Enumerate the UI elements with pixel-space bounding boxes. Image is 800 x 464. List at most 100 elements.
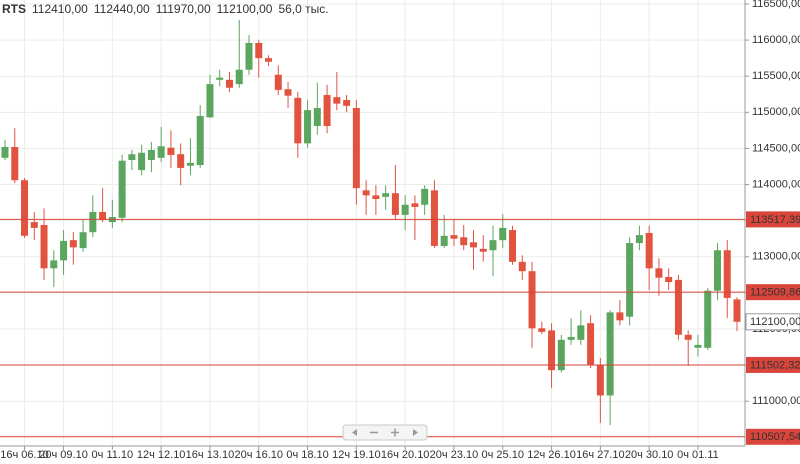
- candle-body: [460, 237, 468, 246]
- candle-body: [421, 188, 429, 205]
- level-label: 113517,39: [750, 214, 800, 226]
- ohlc-value: 112440,00: [94, 2, 150, 16]
- candle-body: [645, 232, 653, 269]
- candle-body: [723, 250, 731, 298]
- scroll-left[interactable]: [352, 429, 357, 436]
- last-price-box: [745, 313, 800, 331]
- candle-body: [382, 193, 390, 197]
- candle-body: [450, 235, 458, 239]
- candle-body: [626, 243, 634, 317]
- candle-body: [11, 146, 19, 181]
- scroll-right[interactable]: [413, 429, 418, 436]
- x-tick-label: 0ч 01.11: [677, 449, 719, 461]
- x-tick-label: 16ч 06.10: [0, 449, 49, 461]
- level-label: 112509,86: [750, 287, 800, 299]
- candle-body: [684, 334, 692, 340]
- x-tick-label: 0ч 11.10: [92, 449, 134, 461]
- candle-body: [284, 89, 292, 96]
- candle-body: [235, 69, 243, 85]
- y-tick-label: 111000,00: [752, 395, 800, 407]
- level-label: 110507,54: [750, 431, 800, 443]
- x-tick-label: 20ч 23.10: [430, 449, 479, 461]
- candle-body: [147, 149, 155, 160]
- candle-body: [616, 312, 624, 321]
- y-tick-label: 115000,00: [752, 106, 800, 118]
- x-tick-label: 0ч 18.10: [286, 449, 328, 461]
- candle-body: [411, 203, 419, 207]
- candle-body: [674, 279, 682, 335]
- level-label-box: [746, 428, 800, 445]
- candle-body: [118, 160, 126, 218]
- candle-body: [265, 58, 273, 62]
- candle-body: [557, 339, 565, 371]
- x-tick-label: 0ч 25.10: [482, 449, 524, 461]
- x-tick-label: 12ч 26.10: [527, 449, 576, 461]
- candle-body: [30, 222, 38, 228]
- candle-body: [440, 235, 448, 246]
- candle-body: [304, 110, 312, 144]
- candle-body: [713, 250, 721, 291]
- candle-body: [196, 115, 204, 166]
- candle-body: [216, 77, 224, 80]
- candle-body: [655, 268, 663, 278]
- candle-body: [528, 271, 536, 329]
- candle-body: [50, 260, 58, 269]
- x-tick-label: 12ч 19.10: [332, 449, 381, 461]
- level-label-box: [746, 211, 800, 228]
- level-label: 111502,32: [750, 359, 800, 371]
- candle-body: [567, 336, 575, 340]
- candle-body: [430, 190, 438, 246]
- ohlc-value: 112410,00: [32, 2, 88, 16]
- candle-body: [1, 146, 9, 158]
- candle-body: [479, 248, 487, 252]
- x-tick-label: 16ч 20.10: [381, 449, 430, 461]
- candle-body: [733, 299, 741, 322]
- ohlc-value: 111970,00: [156, 2, 211, 16]
- symbol: RTS: [2, 2, 26, 16]
- candle-body: [60, 240, 68, 261]
- candle-body: [469, 242, 477, 248]
- candle-body: [343, 100, 351, 106]
- candle-body: [69, 240, 77, 248]
- x-tick-label: 20ч 30.10: [625, 449, 674, 461]
- candle-body: [352, 107, 360, 189]
- x-tick-label: 16ч 27.10: [576, 449, 625, 461]
- x-tick-label: 16ч 13.10: [186, 449, 235, 461]
- candle-body: [362, 190, 370, 196]
- candle-body: [225, 79, 233, 88]
- candle-body: [596, 365, 604, 396]
- candle-body: [40, 224, 48, 269]
- candle-body: [518, 261, 526, 272]
- candle-body: [294, 97, 302, 144]
- candle-body: [333, 97, 341, 104]
- candle-body: [274, 74, 282, 90]
- candle-body: [499, 227, 507, 241]
- scroll-box: [342, 424, 428, 441]
- candle-body: [79, 232, 87, 249]
- y-tick-label: 114000,00: [752, 178, 800, 190]
- last-price-label: 112100,00: [750, 316, 800, 328]
- candle-body: [167, 147, 175, 155]
- candle-body: [177, 154, 185, 168]
- candle-body: [401, 204, 409, 215]
- header: RTS 112410,00 112440,00 111970,00 112100,00 5…: [2, 2, 329, 16]
- level-label-box: [746, 284, 800, 301]
- candle-body: [587, 323, 595, 366]
- scroll-widget[interactable]: [342, 424, 428, 441]
- candle-body: [138, 152, 146, 171]
- y-tick-label: 114500,00: [752, 142, 800, 154]
- candle-body: [128, 154, 136, 160]
- x-tick-label: 20ч 09.10: [39, 449, 88, 461]
- candle-body: [186, 162, 194, 166]
- candle-body: [704, 290, 712, 348]
- candle-body: [577, 325, 585, 340]
- candle-body: [548, 330, 556, 371]
- candle-body: [538, 328, 546, 332]
- candle-body: [99, 211, 107, 220]
- y-tick-label: 116500,00: [752, 0, 800, 10]
- candle-body: [372, 195, 380, 199]
- candle-body: [323, 94, 331, 127]
- y-tick-label: 116000,00: [752, 34, 800, 46]
- x-tick-label: 12ч 12.10: [137, 449, 186, 461]
